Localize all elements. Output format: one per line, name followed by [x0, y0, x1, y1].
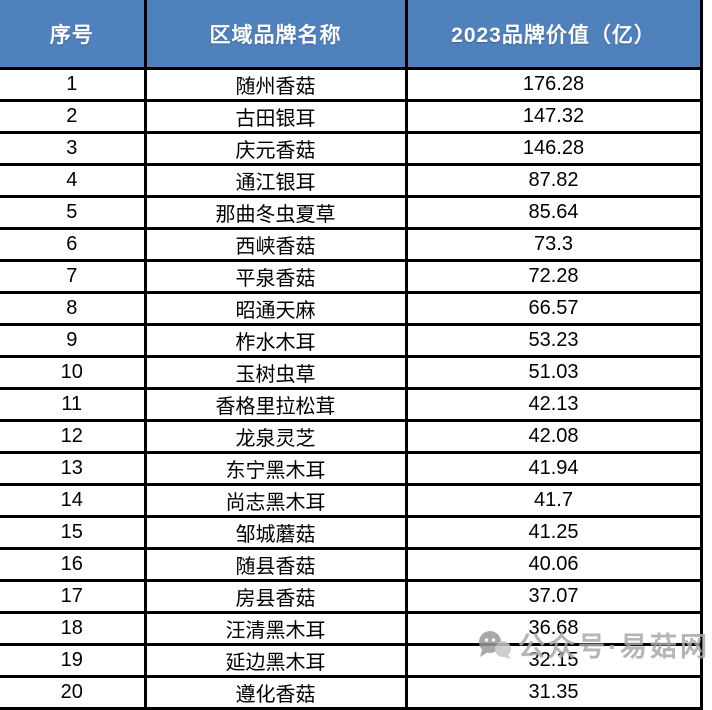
- brand-value-cell: 66.57: [404, 291, 703, 326]
- rank-cell: 8: [0, 291, 147, 326]
- brand-name-cell: 尚志黑木耳: [143, 483, 408, 518]
- table-row: 6 西峡香菇 73.3: [0, 227, 703, 262]
- table-row: 2 古田银耳 147.32: [0, 99, 703, 134]
- rank-cell: 14: [0, 483, 147, 518]
- brand-name-cell: 随州香菇: [143, 67, 408, 102]
- brand-name-cell: 那曲冬虫夏草: [143, 195, 408, 230]
- table-row: 7 平泉香菇 72.28: [0, 259, 703, 294]
- brand-name-cell: 昭通天麻: [143, 291, 408, 326]
- brand-name-cell: 龙泉灵芝: [143, 419, 408, 454]
- brand-value-cell: 147.32: [404, 99, 703, 134]
- brand-value-cell: 41.25: [404, 515, 703, 550]
- table-row: 13 东宁黑木耳 41.94: [0, 451, 703, 486]
- table-row: 3 庆元香菇 146.28: [0, 131, 703, 166]
- brand-value-cell: 87.82: [404, 163, 703, 198]
- brand-name-cell: 香格里拉松茸: [143, 387, 408, 422]
- table-row: 1 随州香菇 176.28: [0, 67, 703, 102]
- rank-cell: 18: [0, 611, 147, 646]
- rank-cell: 12: [0, 419, 147, 454]
- rank-cell: 7: [0, 259, 147, 294]
- brand-value-cell: 41.7: [404, 483, 703, 518]
- col-header-rank: 序号: [0, 0, 147, 70]
- rank-cell: 19: [0, 643, 147, 678]
- table-body: 1 随州香菇 176.28 2 古田银耳 147.32 3 庆元香菇 146.28 4 通江银耳 87…: [0, 67, 703, 710]
- brand-name-cell: 随县香菇: [143, 547, 408, 582]
- brand-name-cell: 西峡香菇: [143, 227, 408, 262]
- brand-name-cell: 汪清黑木耳: [143, 611, 408, 646]
- table-row: 12 龙泉灵芝 42.08: [0, 419, 703, 454]
- table-row: 18 汪清黑木耳 36.68: [0, 611, 703, 646]
- rank-cell: 11: [0, 387, 147, 422]
- table-row: 5 那曲冬虫夏草 85.64: [0, 195, 703, 230]
- rank-cell: 4: [0, 163, 147, 198]
- col-header-brand-value: 2023品牌价值（亿）: [404, 0, 703, 70]
- table-row: 10 玉树虫草 51.03: [0, 355, 703, 390]
- brand-name-cell: 东宁黑木耳: [143, 451, 408, 486]
- table-row: 9 柞水木耳 53.23: [0, 323, 703, 358]
- brand-name-cell: 房县香菇: [143, 579, 408, 614]
- brand-value-cell: 85.64: [404, 195, 703, 230]
- brand-name-cell: 邹城蘑菇: [143, 515, 408, 550]
- brand-name-cell: 平泉香菇: [143, 259, 408, 294]
- table-row: 15 邹城蘑菇 41.25: [0, 515, 703, 550]
- rank-cell: 2: [0, 99, 147, 134]
- brand-value-cell: 73.3: [404, 227, 703, 262]
- brand-value-cell: 146.28: [404, 131, 703, 166]
- table-row: 4 通江银耳 87.82: [0, 163, 703, 198]
- brand-value-cell: 176.28: [404, 67, 703, 102]
- rank-cell: 20: [0, 675, 147, 710]
- table-row: 16 随县香菇 40.06: [0, 547, 703, 582]
- rank-cell: 9: [0, 323, 147, 358]
- rank-cell: 10: [0, 355, 147, 390]
- rank-cell: 3: [0, 131, 147, 166]
- brand-name-cell: 通江银耳: [143, 163, 408, 198]
- rank-cell: 6: [0, 227, 147, 262]
- table-row: 17 房县香菇 37.07: [0, 579, 703, 614]
- brand-value-cell: 40.06: [404, 547, 703, 582]
- brand-name-cell: 古田银耳: [143, 99, 408, 134]
- brand-value-cell: 36.68: [404, 611, 703, 646]
- rank-cell: 5: [0, 195, 147, 230]
- brand-value-cell: 53.23: [404, 323, 703, 358]
- rank-cell: 17: [0, 579, 147, 614]
- rank-cell: 15: [0, 515, 147, 550]
- brand-name-cell: 庆元香菇: [143, 131, 408, 166]
- brand-value-cell: 72.28: [404, 259, 703, 294]
- brand-name-cell: 柞水木耳: [143, 323, 408, 358]
- table-row: 20 遵化香菇 31.35: [0, 675, 703, 710]
- brand-name-cell: 玉树虫草: [143, 355, 408, 390]
- brand-value-cell: 31.35: [404, 675, 703, 710]
- col-header-brand-name: 区域品牌名称: [143, 0, 408, 70]
- table-row: 8 昭通天麻 66.57: [0, 291, 703, 326]
- brand-value-cell: 51.03: [404, 355, 703, 390]
- brand-value-cell: 42.08: [404, 419, 703, 454]
- brand-value-cell: 42.13: [404, 387, 703, 422]
- table-row: 14 尚志黑木耳 41.7: [0, 483, 703, 518]
- rank-cell: 16: [0, 547, 147, 582]
- rank-cell: 13: [0, 451, 147, 486]
- brand-name-cell: 遵化香菇: [143, 675, 408, 710]
- brand-value-cell: 37.07: [404, 579, 703, 614]
- brand-value-cell: 41.94: [404, 451, 703, 486]
- rank-cell: 1: [0, 67, 147, 102]
- table-header-row: 序号 区域品牌名称 2023品牌价值（亿）: [0, 0, 703, 70]
- table-row: 11 香格里拉松茸 42.13: [0, 387, 703, 422]
